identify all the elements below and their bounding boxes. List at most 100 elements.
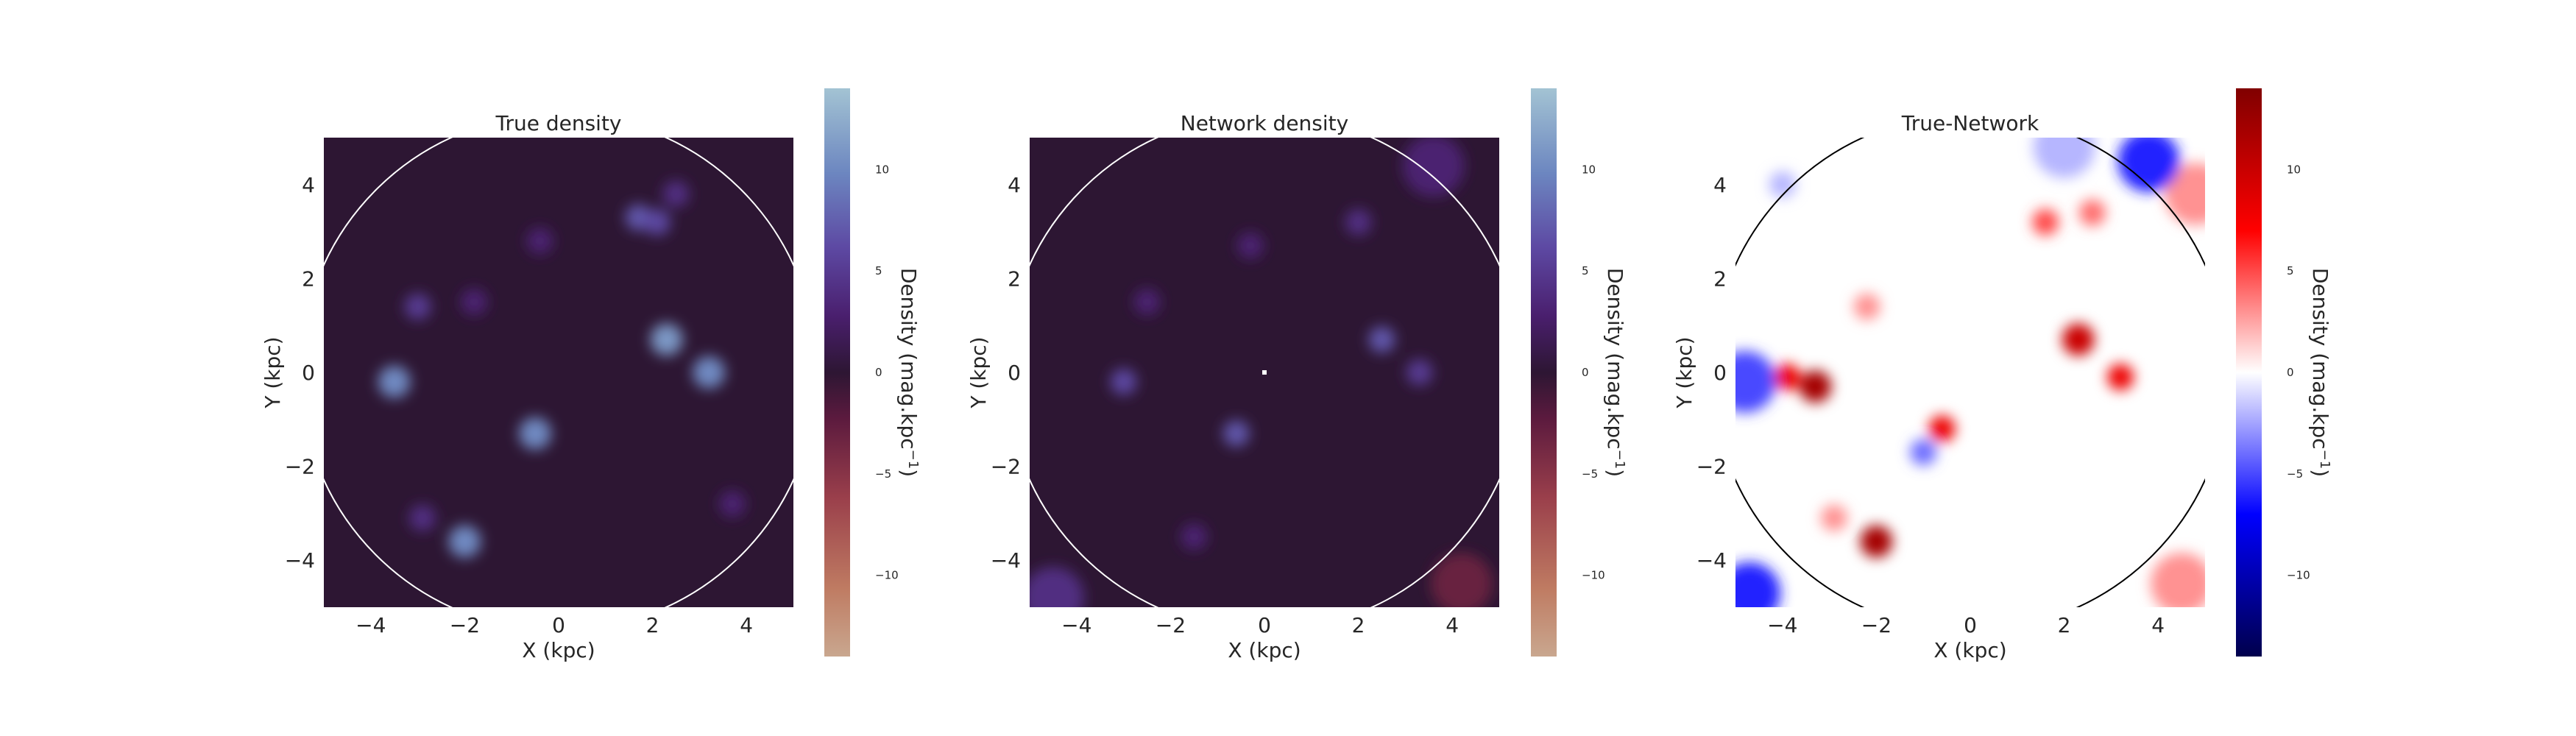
- colorbar-tick-label: −10: [1582, 569, 1605, 582]
- colorbar-tick-label: 0: [1582, 366, 1589, 379]
- colorbar-tick-label: −5: [875, 467, 891, 481]
- y-tick-label: 0: [1008, 361, 1021, 385]
- density-blobs: [1735, 138, 2205, 607]
- colorbar-tick-label: 0: [2287, 366, 2294, 379]
- panel-title: True-Network: [1901, 111, 2039, 135]
- colorbar-tick-label: 10: [875, 163, 889, 176]
- plot-area: [1735, 138, 2205, 607]
- y-tick-label: −2: [1696, 455, 1727, 479]
- colorbar-tick-label: 10: [2287, 163, 2301, 176]
- x-tick-label: −2: [450, 613, 480, 637]
- colorbar-tick-label: 5: [1582, 264, 1589, 277]
- density-blob-6: [1345, 208, 1372, 236]
- y-axis-label: Y (kpc): [261, 336, 285, 408]
- density-blob-2: [1774, 364, 1801, 391]
- density-blob-16: [2117, 138, 2180, 192]
- density-blob-12: [693, 356, 726, 389]
- density-blob-12: [1735, 350, 1776, 413]
- density-blob-9: [1402, 138, 1465, 197]
- panel-title: Network density: [1181, 111, 1348, 135]
- density-blob-10: [1030, 567, 1084, 607]
- x-tick-label: −4: [355, 613, 386, 637]
- density-blob-2: [404, 293, 431, 320]
- density-blob-15: [2165, 163, 2205, 225]
- density-blob-17: [2033, 138, 2095, 178]
- colorbar-tick-label: 5: [2287, 264, 2294, 277]
- density-blob-7: [1368, 326, 1395, 353]
- density-blob-10: [662, 180, 690, 208]
- y-tick-label: −4: [991, 548, 1021, 573]
- density-blob-11: [1820, 504, 1847, 531]
- x-tick-label: 2: [1352, 613, 1365, 637]
- center-marker: [1262, 370, 1267, 375]
- x-axis-label: X (kpc): [1228, 638, 1301, 662]
- y-tick-label: 2: [1008, 266, 1021, 291]
- y-tick-label: 0: [302, 361, 315, 385]
- x-tick-label: 0: [1258, 613, 1271, 637]
- density-blob-8: [2032, 208, 2059, 236]
- colorbar-label: Density (mag.kpc−1): [896, 268, 921, 477]
- density-blob-5: [1236, 232, 1264, 259]
- colorbar: [1531, 88, 1557, 657]
- x-tick-label: 4: [2151, 613, 2165, 637]
- x-axis-label: X (kpc): [1933, 638, 2006, 662]
- y-tick-label: 4: [1713, 173, 1727, 197]
- density-blob-13: [719, 490, 746, 517]
- x-tick-label: 0: [552, 613, 565, 637]
- panel-2: Network density −4 −2 0 2 4 4 2 0 −2 −4 X (kpc) Y (k…: [966, 88, 1628, 662]
- density-blob-6: [2062, 323, 2095, 356]
- colorbar-tick-label: 0: [875, 366, 882, 379]
- x-tick-label: 4: [1446, 613, 1459, 637]
- density-blob-4: [448, 525, 481, 558]
- density-blob-9: [643, 208, 670, 236]
- density-blob-1: [1110, 368, 1137, 395]
- y-axis-label: Y (kpc): [966, 336, 991, 408]
- density-blob-3: [1860, 525, 1893, 558]
- y-tick-label: −2: [285, 455, 315, 479]
- density-blob-14: [2151, 553, 2205, 607]
- x-tick-label: 2: [2058, 613, 2071, 637]
- y-tick-label: 4: [302, 173, 315, 197]
- x-tick-label: −2: [1861, 613, 1892, 637]
- density-blob-3: [1222, 420, 1250, 447]
- y-tick-label: −4: [285, 548, 315, 573]
- colorbar-tick-label: 5: [875, 264, 882, 277]
- colorbar: [2236, 88, 2262, 657]
- panel-1: True density −4 −2 0 2 4 4 2 0 −2 −4 X (kpc) Y (kpc)…: [261, 88, 921, 662]
- panel-3: True-Network −4 −2 0 2 4 4 2 0 −2 −4 X (kpc) Y (kpc)…: [1672, 88, 2333, 662]
- y-tick-label: 4: [1008, 173, 1021, 197]
- plot-area: [324, 138, 793, 607]
- y-axis-label: Y (kpc): [1672, 336, 1696, 408]
- colorbar-tick-label: −5: [2287, 467, 2303, 481]
- plot-area: [1030, 138, 1499, 607]
- panel-title: True density: [495, 111, 621, 135]
- density-blob-2: [1133, 289, 1161, 316]
- density-blob-4: [1181, 523, 1208, 551]
- x-axis-label: X (kpc): [522, 638, 595, 662]
- density-blob-11: [650, 323, 683, 356]
- colorbar-tick-label: 10: [1582, 163, 1596, 176]
- density-blob-7: [2107, 364, 2134, 391]
- x-tick-label: −4: [1061, 613, 1091, 637]
- colorbar-tick-label: −10: [2287, 569, 2310, 582]
- density-blob-10: [1853, 293, 1880, 320]
- colorbar: [824, 88, 850, 657]
- colorbar-label: Density (mag.kpc−1): [1603, 268, 1628, 477]
- density-blob-9: [2078, 199, 2106, 227]
- density-blob-8: [1406, 359, 1433, 386]
- y-tick-label: −2: [991, 455, 1021, 479]
- density-blob-5: [1910, 439, 1937, 466]
- density-blob-4: [1928, 415, 1956, 442]
- colorbar-label: Density (mag.kpc−1): [2308, 268, 2333, 477]
- density-blob-1: [378, 365, 411, 398]
- density-blobs: [1030, 138, 1493, 607]
- x-tick-label: 4: [740, 613, 753, 637]
- x-tick-label: 0: [1964, 613, 1977, 637]
- density-blob-6: [519, 417, 552, 450]
- x-tick-label: −2: [1156, 613, 1186, 637]
- density-blob-11: [1430, 553, 1493, 607]
- density-blob-18: [1769, 171, 1796, 198]
- density-blob-7: [526, 227, 553, 255]
- x-tick-label: −4: [1767, 613, 1797, 637]
